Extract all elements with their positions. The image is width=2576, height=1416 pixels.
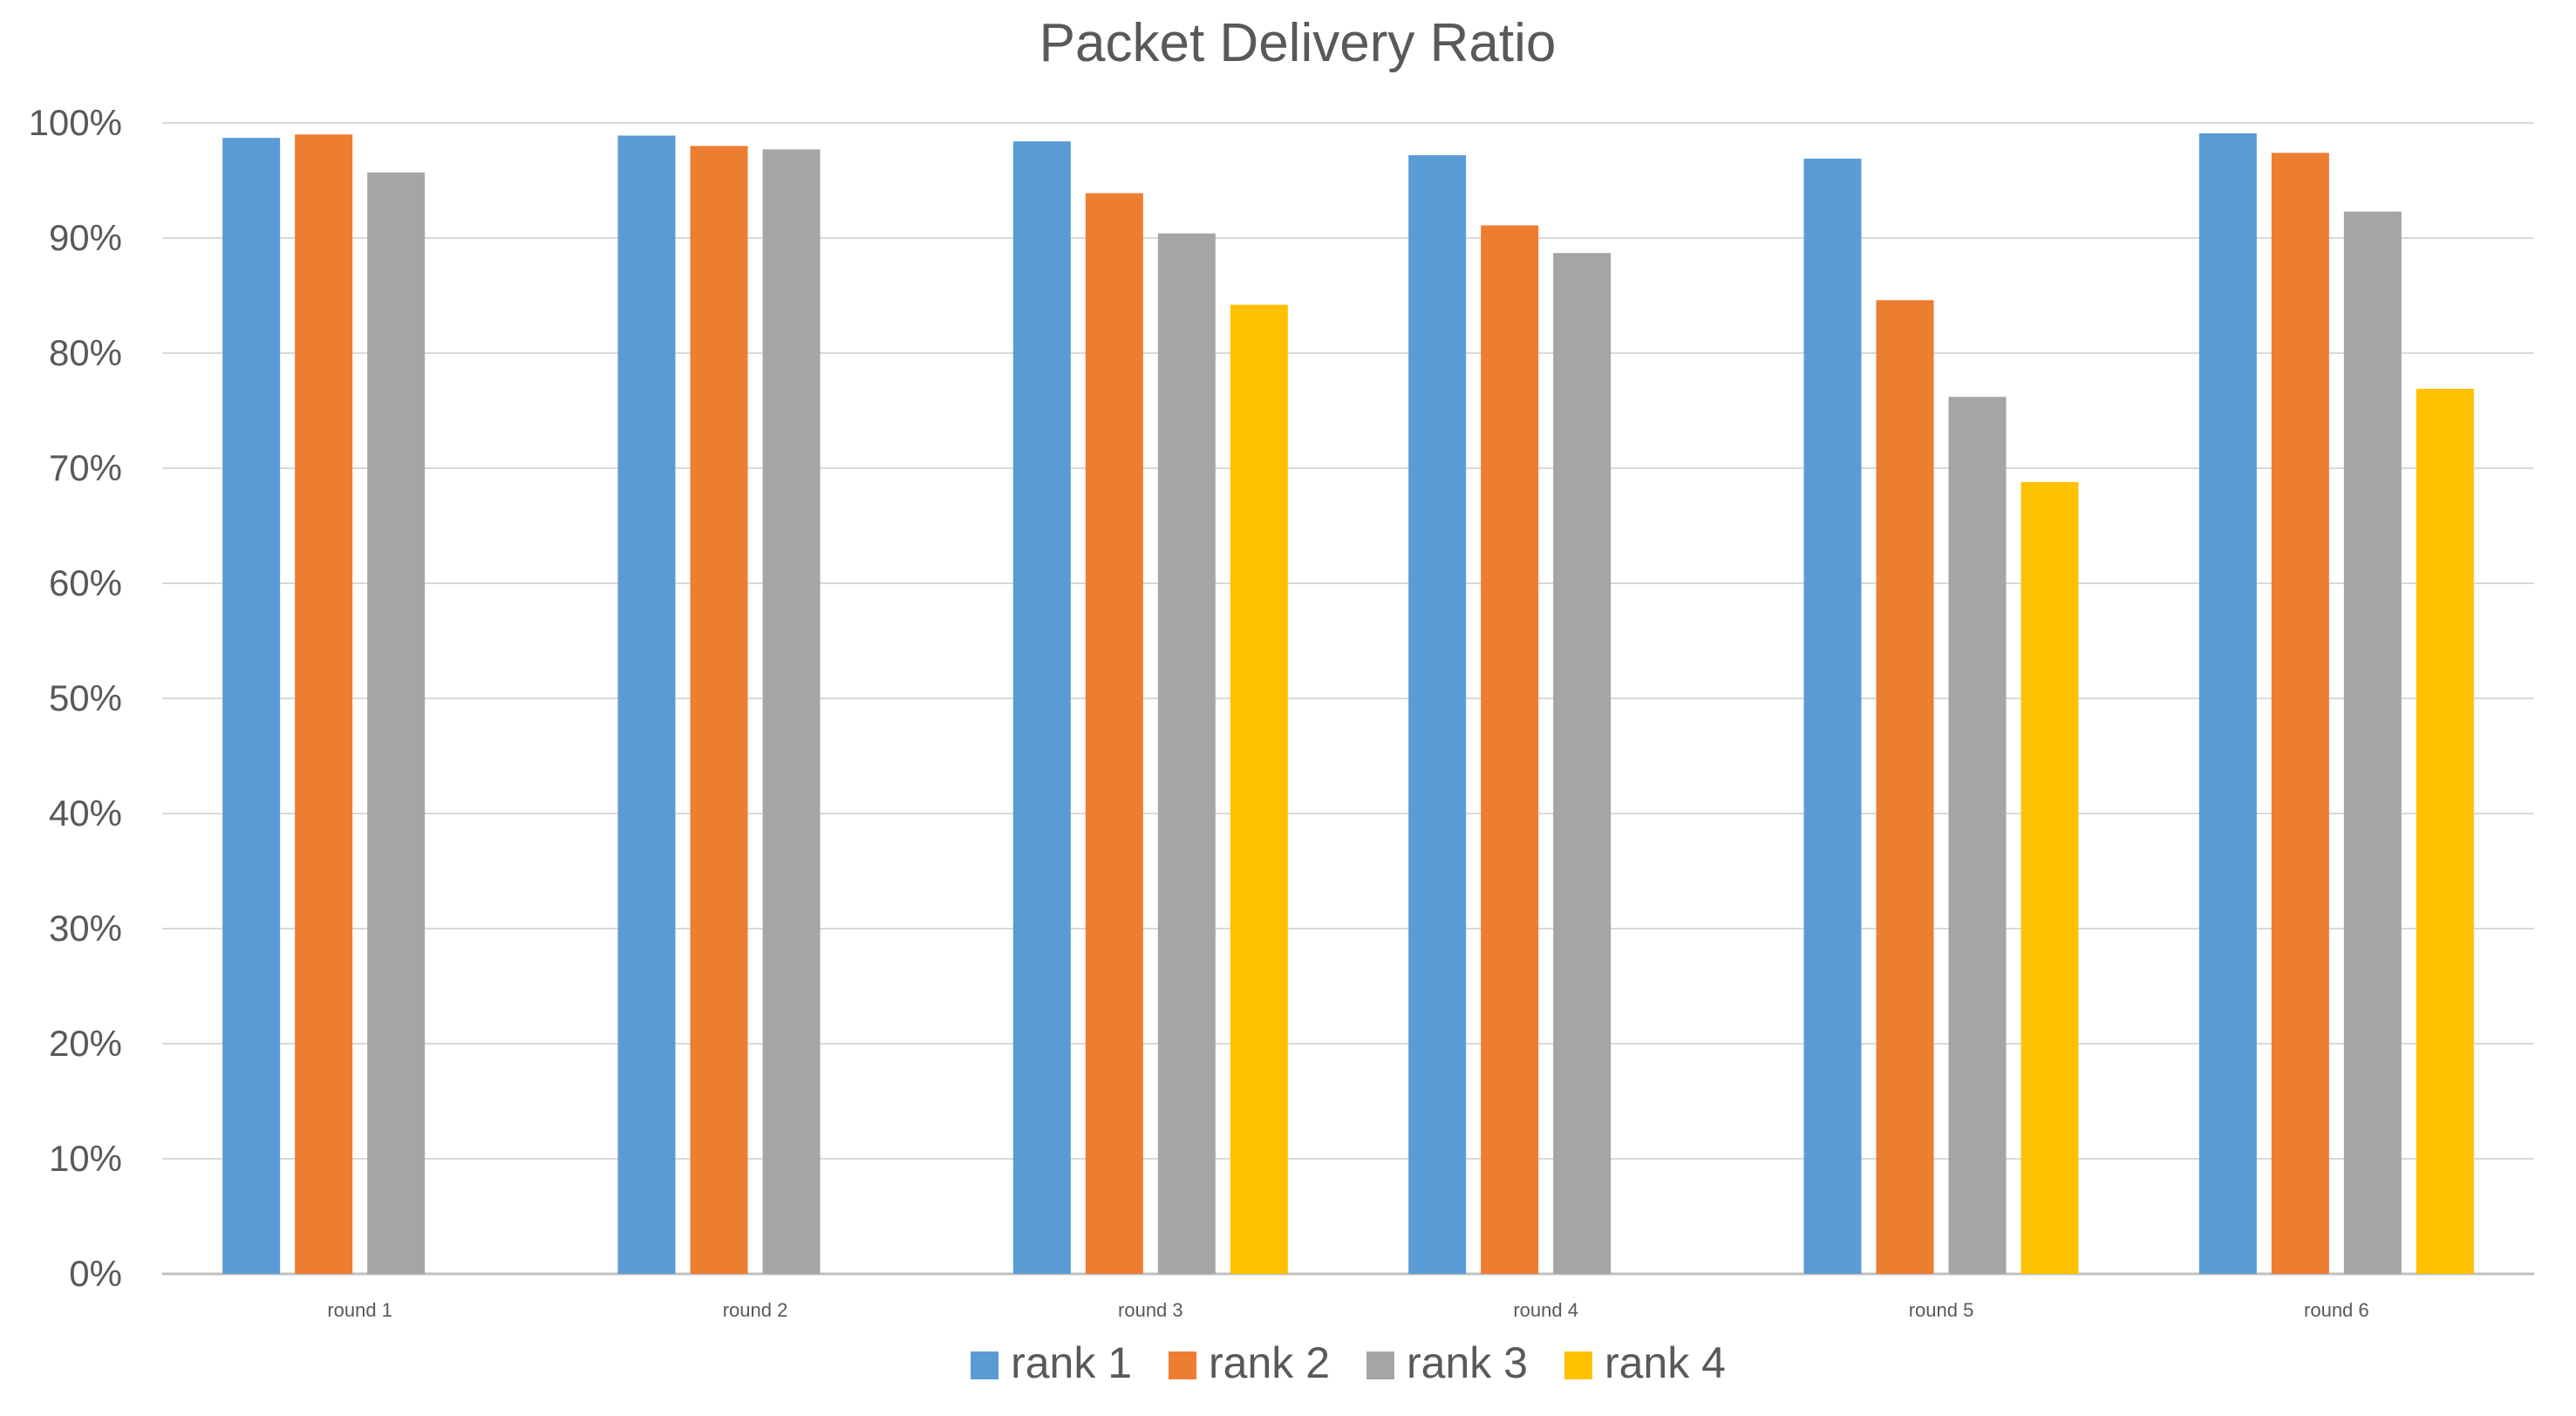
bar-rank-2-round-3 [1085,193,1143,1274]
x-tick-label: round 4 [1513,1299,1578,1321]
x-tick-label: round 5 [1909,1299,1974,1321]
bar-rank-1-round-6 [2198,133,2257,1274]
legend: rank 1 rank 2 rank 3 rank 4 [971,1338,1726,1387]
y-tick-label: 80% [49,332,122,373]
y-tick-label: 90% [49,217,122,258]
bar-rank-4-round-5 [2021,481,2079,1274]
x-axis-tick-labels: round 1 round 2 round 3 round 4 round 5 round… [327,1299,2368,1321]
x-tick-label: round 6 [2304,1299,2369,1321]
legend-label: rank 4 [1605,1338,1726,1387]
legend-label: rank 3 [1407,1338,1528,1387]
bar-rank-3-round-6 [2343,211,2402,1274]
bar-rank-4-round-3 [1230,304,1288,1274]
bar-rank-2-round-1 [295,134,353,1275]
x-tick-label: round 3 [1118,1299,1183,1321]
bar-rank-3-round-3 [1157,233,1216,1275]
bar-rank-3-round-4 [1553,253,1612,1274]
bar-rank-3-round-2 [762,149,821,1275]
x-tick-label: round 1 [327,1299,392,1321]
bar-rank-1-round-2 [617,135,676,1274]
y-tick-label: 60% [49,562,122,603]
bar-rank-2-round-6 [2271,153,2329,1274]
chart-title: Packet Delivery Ratio [1039,13,1557,73]
legend-item-rank-4: rank 4 [1564,1338,1726,1387]
y-tick-label: 10% [49,1138,122,1179]
bar-rank-1-round-4 [1408,154,1467,1275]
bar-rank-1-round-5 [1803,158,1862,1274]
bar-rank-3-round-5 [1948,397,2007,1274]
y-tick-label: 50% [49,677,122,718]
y-tick-label: 30% [49,908,122,949]
bar-rank-1-round-1 [222,138,281,1274]
bar-rank-2-round-5 [1876,300,1934,1274]
y-axis-tick-labels: 0% 10% 20% 30% 40% 50% 60% 70% 80% 90% 100% [29,102,122,1294]
bars [222,133,2474,1275]
y-tick-label: 20% [49,1023,122,1064]
legend-swatch [1366,1351,1394,1379]
y-tick-label: 0% [69,1253,122,1294]
gridlines [162,122,2534,1276]
y-tick-label: 40% [49,793,122,834]
legend-item-rank-2: rank 2 [1169,1338,1330,1387]
bar-rank-1-round-3 [1012,141,1071,1274]
legend-swatch [971,1351,999,1379]
legend-swatch [1564,1351,1592,1379]
y-tick-label: 100% [29,102,122,143]
legend-swatch [1169,1351,1197,1379]
legend-item-rank-3: rank 3 [1366,1338,1528,1387]
bar-rank-2-round-2 [690,146,748,1274]
legend-label: rank 1 [1011,1338,1132,1387]
y-tick-label: 70% [49,447,122,488]
bar-rank-4-round-6 [2416,388,2474,1274]
legend-label: rank 2 [1209,1338,1330,1387]
legend-item-rank-1: rank 1 [971,1338,1132,1387]
bar-rank-2-round-4 [1481,225,1539,1275]
x-tick-label: round 2 [723,1299,788,1321]
bar-rank-3-round-1 [367,172,426,1274]
